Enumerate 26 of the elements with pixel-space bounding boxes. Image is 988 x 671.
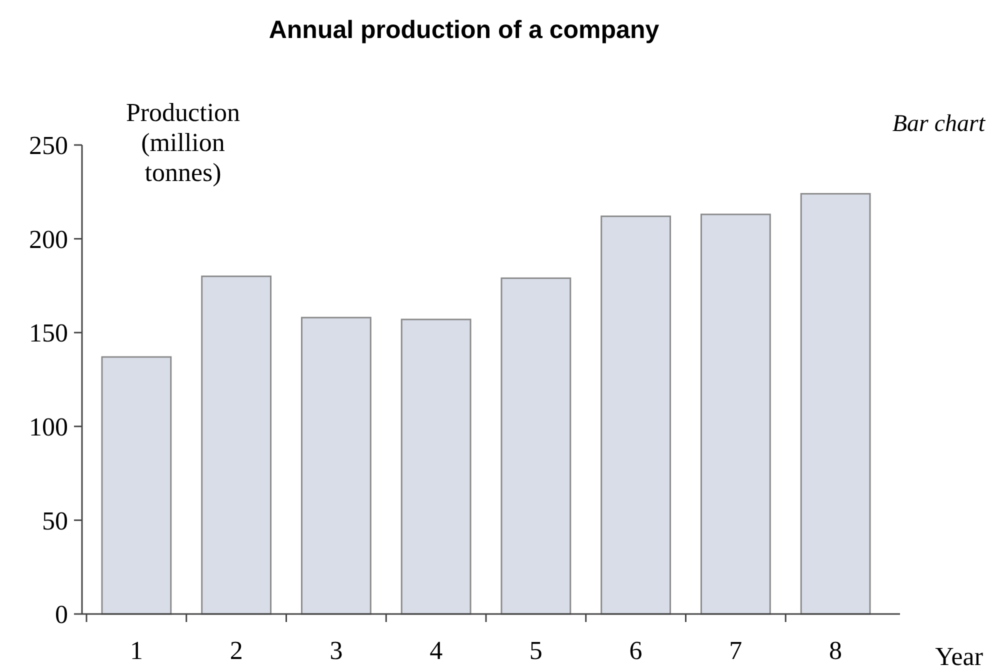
y-tick-label: 150 (29, 318, 68, 348)
y-tick-label: 250 (29, 131, 68, 160)
bar (600, 216, 672, 615)
x-tick-label: 7 (729, 636, 742, 665)
y-tick-label: 0 (55, 600, 68, 630)
x-tick-label: 5 (529, 636, 542, 665)
bar (800, 193, 871, 615)
text: Bar chart (892, 111, 986, 137)
chart-title: Annual production of a company (268, 16, 660, 44)
bar (500, 277, 572, 615)
x-tick-label: 3 (330, 636, 343, 665)
y-tick-label: 50 (42, 506, 68, 536)
x-tick-label: 1 (130, 636, 143, 665)
x-tick-label: 2 (230, 636, 243, 665)
x-tick-label: 4 (430, 636, 443, 665)
bar (700, 214, 771, 615)
y-axis-title: Production (million tonnes) (126, 98, 240, 187)
bar (101, 356, 172, 615)
x-axis-title: Year (935, 642, 984, 671)
bar (300, 316, 372, 615)
x-tick-label: 8 (829, 636, 842, 665)
x-tick-label: 6 (629, 636, 642, 665)
y-tick-label: 200 (29, 224, 68, 254)
y-tick-label: 100 (29, 412, 68, 442)
bar (400, 318, 472, 615)
bar (201, 276, 272, 615)
